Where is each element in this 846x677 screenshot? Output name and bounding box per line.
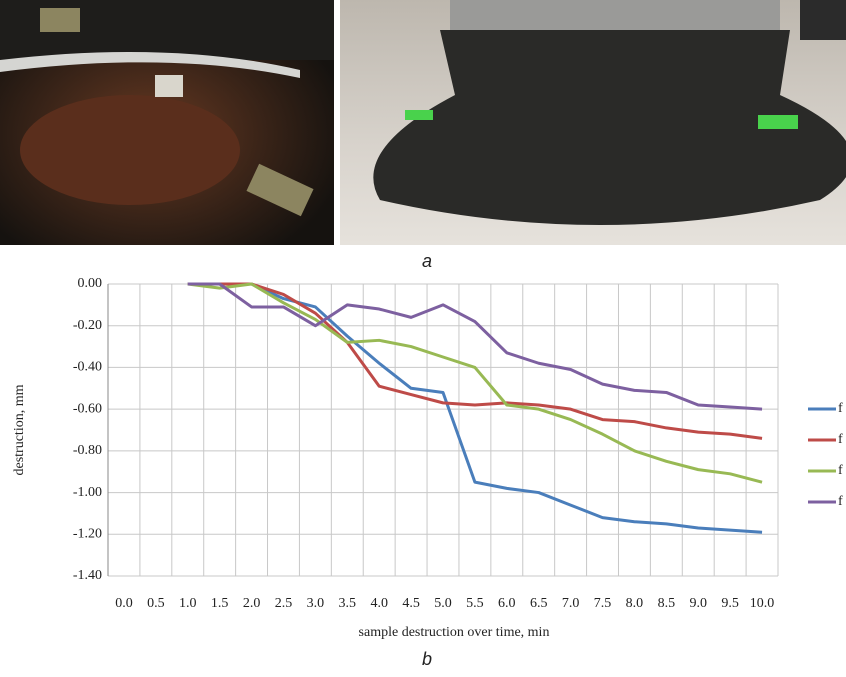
y-tick-label: -1.40	[73, 568, 102, 583]
x-axis-title: sample destruction over time, min	[359, 625, 550, 640]
series-line	[187, 282, 763, 411]
x-tick-label: 3.5	[339, 596, 357, 611]
x-tick-label: 4.5	[402, 596, 420, 611]
x-tick-label: 10.0	[750, 596, 775, 611]
photo-right	[340, 0, 846, 245]
x-tick-label: 5.0	[434, 596, 452, 611]
legend-label: f	[838, 401, 843, 416]
y-tick-label: -0.60	[73, 401, 102, 416]
x-tick-label: 2.0	[243, 596, 261, 611]
x-tick-label: 3.0	[307, 596, 325, 611]
y-tick-label: -1.20	[73, 527, 102, 542]
x-tick-label: 1.5	[211, 596, 229, 611]
panel-label: a	[422, 251, 432, 271]
x-tick-label: 0.0	[115, 596, 133, 611]
y-tick-label: -0.80	[73, 443, 102, 458]
x-tick-label: 6.5	[530, 596, 548, 611]
x-tick-label: 9.5	[721, 596, 739, 611]
x-tick-label: 9.0	[689, 596, 707, 611]
x-tick-label: 5.5	[466, 596, 484, 611]
series-line	[187, 282, 763, 534]
x-tick-label: 8.5	[658, 596, 676, 611]
x-tick-label: 7.0	[562, 596, 580, 611]
legend-label: f	[838, 463, 843, 478]
legend-label: f	[838, 494, 843, 509]
x-tick-label: 8.0	[626, 596, 644, 611]
x-tick-label: 0.5	[147, 596, 165, 611]
x-tick-label: 2.5	[275, 596, 293, 611]
y-tick-label: 0.00	[78, 276, 103, 291]
y-tick-label: -1.00	[73, 485, 102, 500]
y-tick-label: -0.40	[73, 360, 102, 375]
series-line	[187, 282, 763, 440]
photo-left	[0, 0, 334, 245]
y-tick-label: -0.20	[73, 318, 102, 333]
series-line	[187, 282, 763, 484]
x-tick-label: 1.0	[179, 596, 197, 611]
x-tick-label: 4.0	[370, 596, 388, 611]
y-axis-title: destruction, mm	[12, 384, 27, 475]
panel-label: b	[422, 649, 432, 669]
x-tick-label: 6.0	[498, 596, 516, 611]
x-tick-label: 7.5	[594, 596, 612, 611]
legend-label: f	[838, 432, 843, 447]
